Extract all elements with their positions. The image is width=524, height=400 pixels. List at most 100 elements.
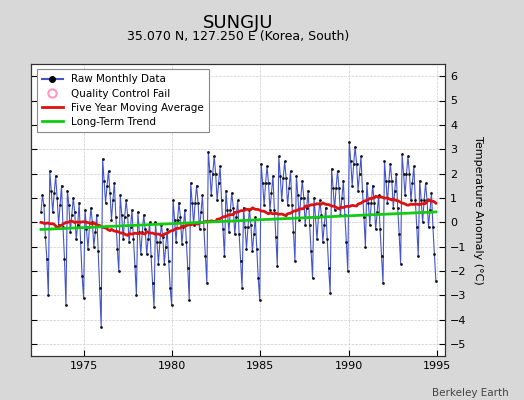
Point bbox=[267, 190, 276, 196]
Point bbox=[217, 197, 226, 204]
Point bbox=[90, 243, 98, 250]
Point bbox=[241, 224, 249, 230]
Point bbox=[117, 212, 126, 218]
Point bbox=[364, 200, 373, 206]
Point bbox=[42, 256, 51, 262]
Point bbox=[210, 153, 219, 160]
Point bbox=[278, 197, 286, 204]
Point bbox=[113, 246, 122, 252]
Point bbox=[392, 170, 400, 177]
Point bbox=[282, 175, 290, 182]
Point bbox=[190, 222, 198, 228]
Point bbox=[198, 192, 206, 199]
Point bbox=[424, 224, 433, 230]
Point bbox=[260, 202, 268, 208]
Point bbox=[375, 192, 383, 199]
Point bbox=[253, 246, 261, 252]
Point bbox=[57, 182, 66, 189]
Point bbox=[135, 229, 144, 235]
Point bbox=[172, 238, 180, 245]
Point bbox=[54, 222, 63, 228]
Point bbox=[203, 280, 211, 286]
Point bbox=[59, 224, 67, 230]
Point bbox=[411, 197, 420, 204]
Point bbox=[115, 268, 123, 274]
Point bbox=[335, 185, 343, 191]
Point bbox=[338, 195, 346, 201]
Point bbox=[295, 216, 303, 223]
Point bbox=[226, 207, 235, 213]
Point bbox=[308, 275, 316, 281]
Point bbox=[370, 200, 378, 206]
Point bbox=[395, 231, 403, 238]
Point bbox=[420, 197, 428, 204]
Point bbox=[112, 214, 120, 220]
Point bbox=[159, 234, 167, 240]
Point bbox=[160, 260, 169, 267]
Point bbox=[238, 285, 246, 291]
Point bbox=[301, 222, 309, 228]
Point bbox=[176, 214, 184, 220]
Point bbox=[285, 185, 293, 191]
Point bbox=[390, 187, 399, 194]
Point bbox=[47, 187, 56, 194]
Point bbox=[153, 238, 161, 245]
Point bbox=[100, 178, 108, 184]
Point bbox=[125, 238, 133, 245]
Point bbox=[314, 214, 323, 220]
Point bbox=[333, 168, 342, 174]
Point bbox=[263, 163, 271, 170]
Point bbox=[311, 214, 320, 220]
Point bbox=[402, 170, 411, 177]
Point bbox=[187, 180, 195, 186]
Point bbox=[77, 238, 85, 245]
Point bbox=[399, 170, 408, 177]
Point bbox=[421, 180, 430, 186]
Point bbox=[254, 275, 263, 281]
Point bbox=[195, 226, 204, 233]
Text: SUNGJU: SUNGJU bbox=[203, 14, 274, 32]
Point bbox=[73, 222, 82, 228]
Point bbox=[209, 170, 217, 177]
Point bbox=[165, 258, 173, 264]
Point bbox=[300, 195, 308, 201]
Point bbox=[129, 236, 138, 242]
Point bbox=[223, 207, 232, 213]
Point bbox=[50, 190, 58, 196]
Point bbox=[257, 160, 265, 167]
Point bbox=[423, 197, 431, 204]
Point bbox=[106, 190, 114, 196]
Point bbox=[95, 285, 104, 291]
Point bbox=[216, 163, 224, 170]
Point bbox=[357, 153, 365, 160]
Point bbox=[432, 277, 440, 284]
Point bbox=[239, 204, 248, 211]
Point bbox=[368, 182, 377, 189]
Point bbox=[56, 202, 64, 208]
Point bbox=[323, 236, 331, 242]
Point bbox=[419, 219, 427, 225]
Point bbox=[220, 253, 228, 260]
Point bbox=[405, 170, 413, 177]
Point bbox=[297, 195, 305, 201]
Point bbox=[51, 173, 60, 179]
Point bbox=[427, 190, 435, 196]
Point bbox=[429, 224, 437, 230]
Legend: Raw Monthly Data, Quality Control Fail, Five Year Moving Average, Long-Term Tren: Raw Monthly Data, Quality Control Fail, … bbox=[37, 69, 209, 132]
Point bbox=[363, 180, 371, 186]
Point bbox=[123, 212, 132, 218]
Point bbox=[86, 204, 95, 211]
Point bbox=[68, 212, 76, 218]
Point bbox=[279, 175, 287, 182]
Point bbox=[63, 187, 72, 194]
Point bbox=[181, 207, 189, 213]
Text: 35.070 N, 127.250 E (Korea, South): 35.070 N, 127.250 E (Korea, South) bbox=[127, 30, 350, 43]
Point bbox=[397, 260, 405, 267]
Point bbox=[91, 229, 100, 235]
Point bbox=[269, 173, 277, 179]
Point bbox=[62, 302, 70, 308]
Point bbox=[191, 200, 199, 206]
Point bbox=[351, 144, 359, 150]
Point bbox=[147, 253, 155, 260]
Point bbox=[417, 197, 425, 204]
